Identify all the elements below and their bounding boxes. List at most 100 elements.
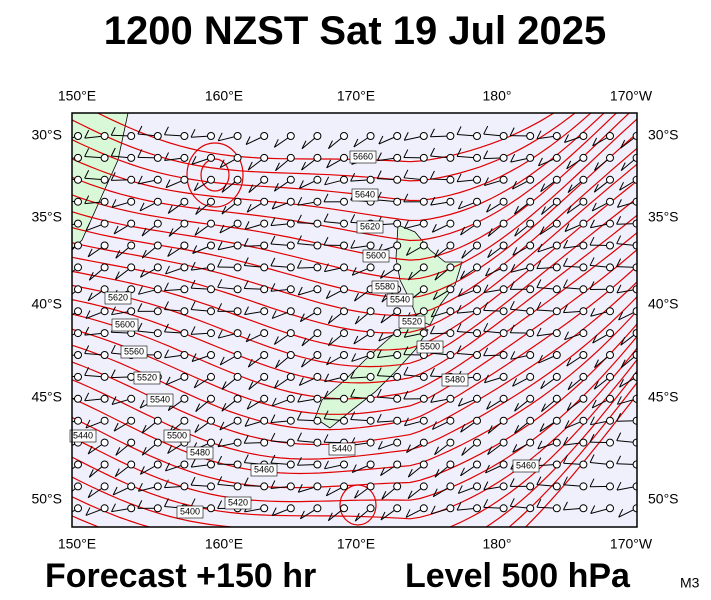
wind-barb (326, 159, 332, 169)
wind-barb (404, 417, 409, 427)
contour-label: 5620 (108, 292, 128, 302)
wind-barb (190, 301, 196, 310)
contour-label: 5400 (180, 506, 200, 516)
station (313, 460, 322, 469)
wind-barb (567, 184, 573, 193)
wind-barb (487, 425, 493, 434)
wind-barb (137, 322, 143, 332)
wind-barb (460, 270, 465, 279)
wind-barb (219, 224, 225, 234)
wind-barb (58, 348, 62, 356)
wind-barb (243, 238, 249, 247)
station (207, 351, 215, 359)
station (286, 351, 295, 359)
wind-barb (512, 247, 518, 256)
station (233, 307, 242, 316)
wind-barb (85, 419, 91, 429)
station (313, 416, 322, 425)
station (499, 241, 508, 250)
wind-barb (461, 250, 467, 259)
wind-barb (456, 173, 462, 183)
station (499, 351, 508, 359)
station (393, 263, 402, 272)
wind-barb (350, 411, 356, 420)
station (260, 132, 269, 140)
station (74, 394, 82, 403)
wind-barb (299, 313, 305, 322)
wind-barb (541, 206, 546, 215)
wind-barb (297, 235, 302, 244)
wind-barb (217, 241, 223, 250)
station (127, 263, 136, 272)
wind-barb (589, 433, 595, 443)
wind-barb (536, 498, 542, 508)
station (260, 263, 269, 272)
wind-barb (589, 416, 595, 425)
station (552, 307, 561, 316)
station (579, 241, 588, 250)
station (180, 175, 189, 184)
wind-barb (484, 374, 489, 383)
station (100, 394, 109, 403)
station (579, 482, 588, 491)
wind-barb (538, 157, 543, 167)
station (579, 416, 588, 425)
station (393, 372, 402, 381)
contour-label: 5620 (360, 221, 380, 231)
wind-barb (376, 388, 382, 398)
station (233, 438, 242, 447)
station (473, 416, 481, 425)
station (499, 394, 508, 403)
contour-line (72, 147, 637, 317)
station (579, 329, 588, 338)
wind-barb (616, 481, 622, 491)
wind-barb (483, 125, 489, 135)
station (286, 132, 295, 140)
station (260, 482, 269, 491)
station (100, 241, 109, 250)
wind-barb (217, 258, 223, 268)
wind-barb (271, 200, 277, 210)
wind-barb (84, 345, 90, 354)
contour-label: 5440 (73, 430, 93, 440)
station (393, 351, 402, 359)
station (473, 482, 481, 491)
wind-barb (323, 236, 329, 246)
wind-barb (354, 292, 359, 302)
station (419, 263, 428, 272)
station (207, 263, 215, 272)
contour-line (72, 118, 637, 280)
wind-barb (217, 303, 223, 312)
wind-barb (110, 172, 116, 181)
wind-barb (296, 259, 302, 269)
station (340, 372, 348, 381)
station (393, 241, 402, 250)
wind-barb (163, 126, 169, 135)
station (366, 460, 375, 469)
station (499, 263, 508, 272)
wind-barb (456, 501, 462, 511)
station (260, 197, 269, 206)
wind-barb (168, 228, 174, 237)
station (526, 241, 535, 250)
station (286, 416, 295, 425)
wind-barb (84, 195, 90, 204)
wind-barb (541, 403, 546, 412)
station (473, 394, 481, 403)
station (127, 438, 136, 447)
station (446, 132, 455, 140)
contour-line (72, 231, 637, 400)
station (260, 351, 269, 359)
wind-barb (487, 228, 493, 237)
contour-line (72, 197, 637, 368)
wind-barb (512, 444, 518, 453)
station (499, 416, 508, 425)
station (579, 438, 588, 447)
wind-barb (139, 269, 145, 278)
wind-barb (163, 282, 169, 291)
wind-barb (165, 265, 170, 275)
wind-barb (327, 315, 333, 324)
wind-barb (297, 393, 303, 403)
wind-barb (273, 380, 279, 389)
station (473, 307, 481, 316)
